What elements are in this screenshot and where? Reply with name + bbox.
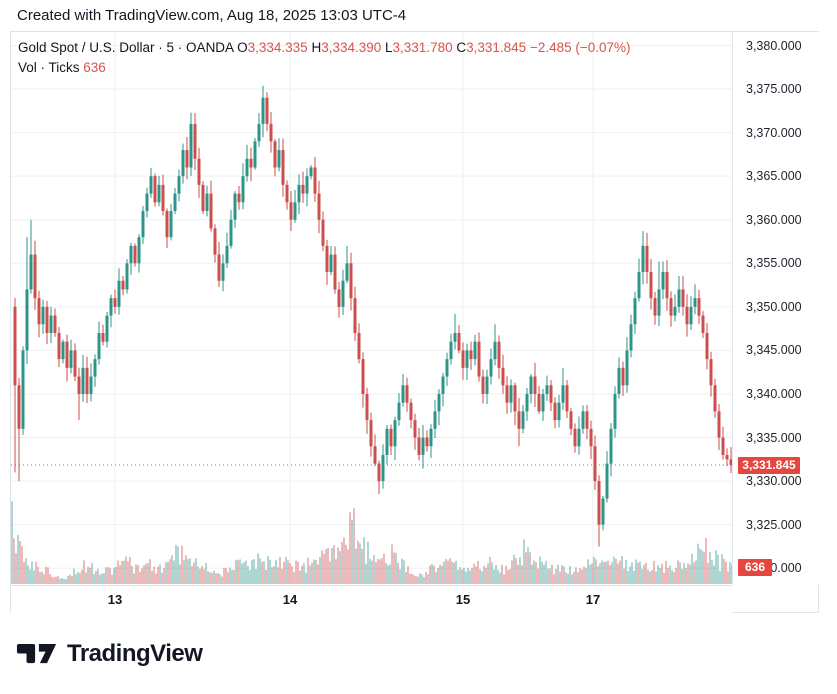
volume-bars: [11, 501, 732, 584]
time-tick-label: 14: [282, 592, 298, 607]
time-axis[interactable]: 13 14 15 17: [11, 585, 732, 614]
price-axis[interactable]: 3,380.000 3,375.000 3,370.000 3,365.000 3,36…: [732, 32, 820, 585]
volume-value: 636: [83, 60, 106, 75]
price-tick-label: 3,350.000: [746, 299, 802, 314]
volume-indicator-label: Vol · Ticks: [18, 60, 80, 75]
price-tick-label: 3,365.000: [746, 169, 802, 184]
change-value: −2.485 (−0.07%): [529, 40, 631, 55]
price-tick-label: 3,325.000: [746, 517, 802, 532]
high-value: 3,334.390: [321, 40, 382, 55]
candlestick-chart[interactable]: [11, 32, 732, 585]
price-tick-label: 3,360.000: [746, 212, 802, 227]
symbol-title: Gold Spot / U.S. Dollar · 5 · OANDA: [18, 40, 234, 55]
candles: [13, 85, 732, 547]
close-label: C: [456, 40, 467, 55]
price-tick-label: 3,355.000: [746, 256, 802, 271]
volume-badge: 636: [738, 559, 772, 576]
tradingview-logo-icon: [16, 643, 57, 664]
price-tick-label: 3,345.000: [746, 343, 802, 358]
chart-legend: Gold Spot / U.S. Dollar · 5 · OANDA O3,3…: [18, 38, 631, 78]
price-tick-label: 3,330.000: [746, 474, 802, 489]
chart-canvas: Gold Spot / U.S. Dollar · 5 · OANDA O3,3…: [10, 31, 820, 614]
open-label: O: [237, 40, 248, 55]
price-tick-label: 3,335.000: [746, 430, 802, 445]
price-pane[interactable]: [11, 32, 732, 585]
legend-row-volume: Vol · Ticks 636: [18, 58, 631, 78]
low-value: 3,331.780: [392, 40, 453, 55]
price-tick-label: 3,370.000: [746, 125, 802, 140]
low-label: L: [385, 40, 393, 55]
price-tick-label: 3,380.000: [746, 38, 802, 53]
legend-row-symbol: Gold Spot / U.S. Dollar · 5 · OANDA O3,3…: [18, 38, 631, 58]
time-tick-label: 15: [455, 592, 471, 607]
price-tick-label: 3,340.000: [746, 386, 802, 401]
last-price-badge: 3,331.845: [738, 456, 800, 474]
created-with-watermark: Created with TradingView.com, Aug 18, 20…: [17, 7, 407, 24]
tradingview-logo-text: TradingView: [67, 640, 203, 667]
time-tick-label: 13: [107, 592, 123, 607]
high-label: H: [311, 40, 322, 55]
close-value: 3,331.845: [466, 40, 527, 55]
tradingview-logo[interactable]: TradingView: [16, 640, 203, 668]
price-tick-label: 3,375.000: [746, 82, 802, 97]
open-value: 3,334.335: [247, 40, 308, 55]
time-tick-label: 17: [585, 592, 601, 607]
